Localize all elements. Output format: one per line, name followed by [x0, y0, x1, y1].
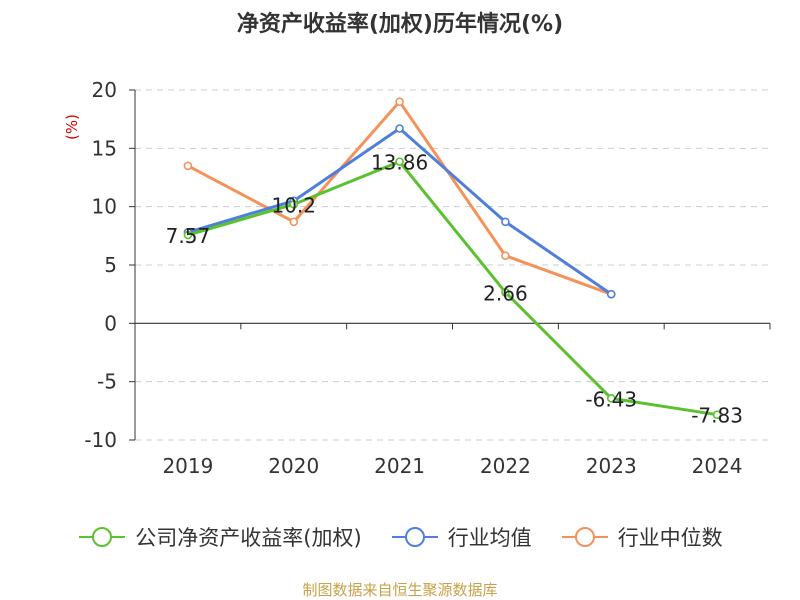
legend-swatch-icon: [561, 527, 608, 547]
data-point: [289, 200, 299, 209]
data-label: -6.43: [585, 387, 637, 411]
series-lines: [183, 97, 722, 419]
legend-swatch-icon: [391, 527, 438, 547]
legend-label: 行业中位数: [617, 526, 723, 550]
y-tick-label: -5: [97, 370, 117, 394]
data-point: [606, 289, 616, 299]
chart-title: 净资产收益率(加权)历年情况(%): [236, 12, 564, 37]
data-point: [183, 161, 193, 171]
source-note: 制图数据来自恒生聚源数据库: [302, 581, 498, 599]
data-labels: 7.57 10.2 13.86 2.66 -6.43 -7.83: [166, 151, 743, 428]
data-point: [501, 217, 510, 227]
data-point: [183, 230, 193, 240]
y-tick-label: 15: [92, 136, 117, 160]
y-tick-label: -10: [84, 428, 117, 452]
data-point: [712, 410, 722, 419]
axes: 20 15 10 5 0 -5 -10 2019 2020 2021 2022 2023 2024 (%): [63, 78, 771, 478]
x-tick-label: 2023: [586, 454, 637, 478]
legend-swatch-icon: [79, 527, 126, 547]
data-point: [606, 394, 616, 403]
series-line: [187, 160, 718, 417]
legend-item[interactable]: 行业均值: [390, 522, 532, 552]
legend-item[interactable]: 行业中位数: [560, 522, 723, 552]
legend-item[interactable]: 公司净资产收益率(加权): [77, 522, 362, 552]
data-point: [395, 124, 404, 133]
data-label: -7.83: [691, 404, 743, 428]
data-label: 13.86: [371, 151, 428, 175]
data-point: [501, 251, 510, 260]
grid-lines: [135, 89, 770, 441]
x-tick-label: 2019: [162, 454, 213, 478]
legend-label: 公司净资产收益率(加权): [135, 526, 362, 550]
data-label: 10.2: [271, 193, 316, 217]
data-point: [289, 217, 299, 227]
data-label: 7.57: [166, 224, 211, 248]
y-axis-unit-label: (%): [63, 114, 81, 140]
x-tick-label: 2020: [268, 454, 319, 478]
data-point: [395, 97, 404, 106]
data-point: [501, 287, 510, 297]
x-tick-label: 2021: [374, 454, 425, 478]
y-tick-label: 0: [104, 311, 117, 335]
y-tick-label: 20: [92, 78, 117, 102]
data-label: 2.66: [483, 281, 528, 305]
y-tick-label: 5: [104, 253, 117, 277]
y-tick-label: 10: [92, 195, 117, 219]
legend: 公司净资产收益率(加权) 行业均值 行业中位数: [0, 521, 800, 553]
x-tick-label: 2024: [692, 454, 743, 478]
x-tick-label: 2022: [480, 454, 531, 478]
legend-label: 行业均值: [447, 526, 532, 550]
data-point: [395, 157, 404, 166]
